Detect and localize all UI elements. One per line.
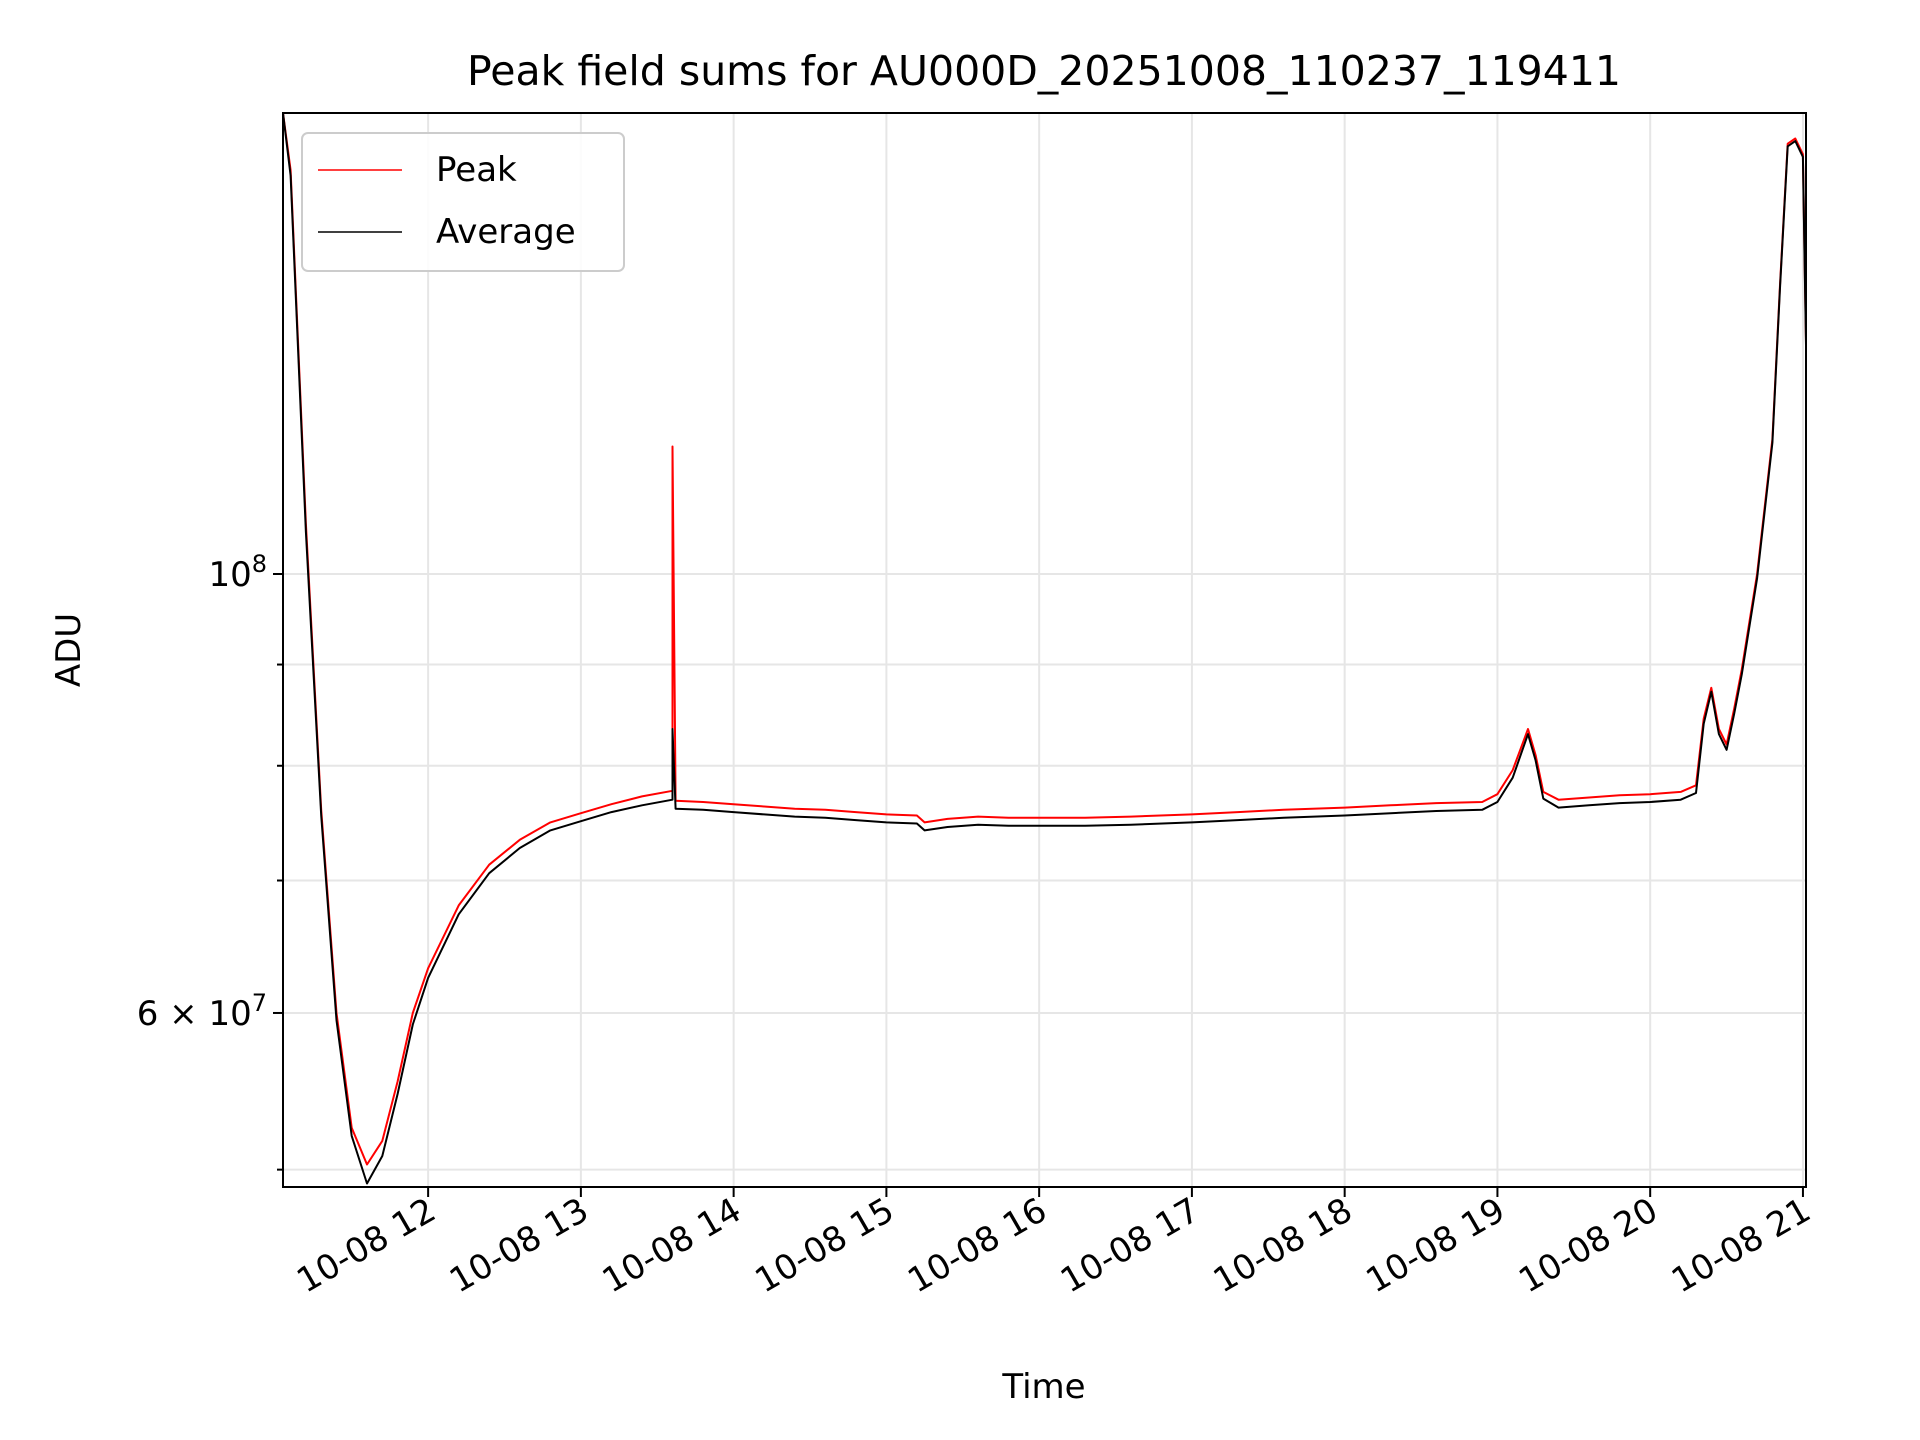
y-tick-label: 108 xyxy=(208,550,267,595)
y-axis-label: ADU xyxy=(49,613,89,687)
x-axis-label: Time xyxy=(1001,1367,1085,1407)
legend-label-peak: Peak xyxy=(436,150,517,190)
series-line-average xyxy=(283,113,1806,1185)
legend: Peak Average xyxy=(301,132,625,272)
plot-background xyxy=(283,113,1806,1187)
legend-label-average: Average xyxy=(436,212,576,252)
axes-frame xyxy=(282,112,1807,1188)
legend-box xyxy=(301,132,625,272)
grid-layer xyxy=(283,113,1806,1187)
y-axis-ticks: 6 × 107 108 xyxy=(137,550,283,1171)
series-layer xyxy=(283,113,1806,1185)
chart-title: Peak field sums for AU000D_20251008_1102… xyxy=(467,47,1621,95)
y-tick-label: 6 × 107 xyxy=(137,989,267,1034)
series-line-peak xyxy=(283,113,1806,1166)
